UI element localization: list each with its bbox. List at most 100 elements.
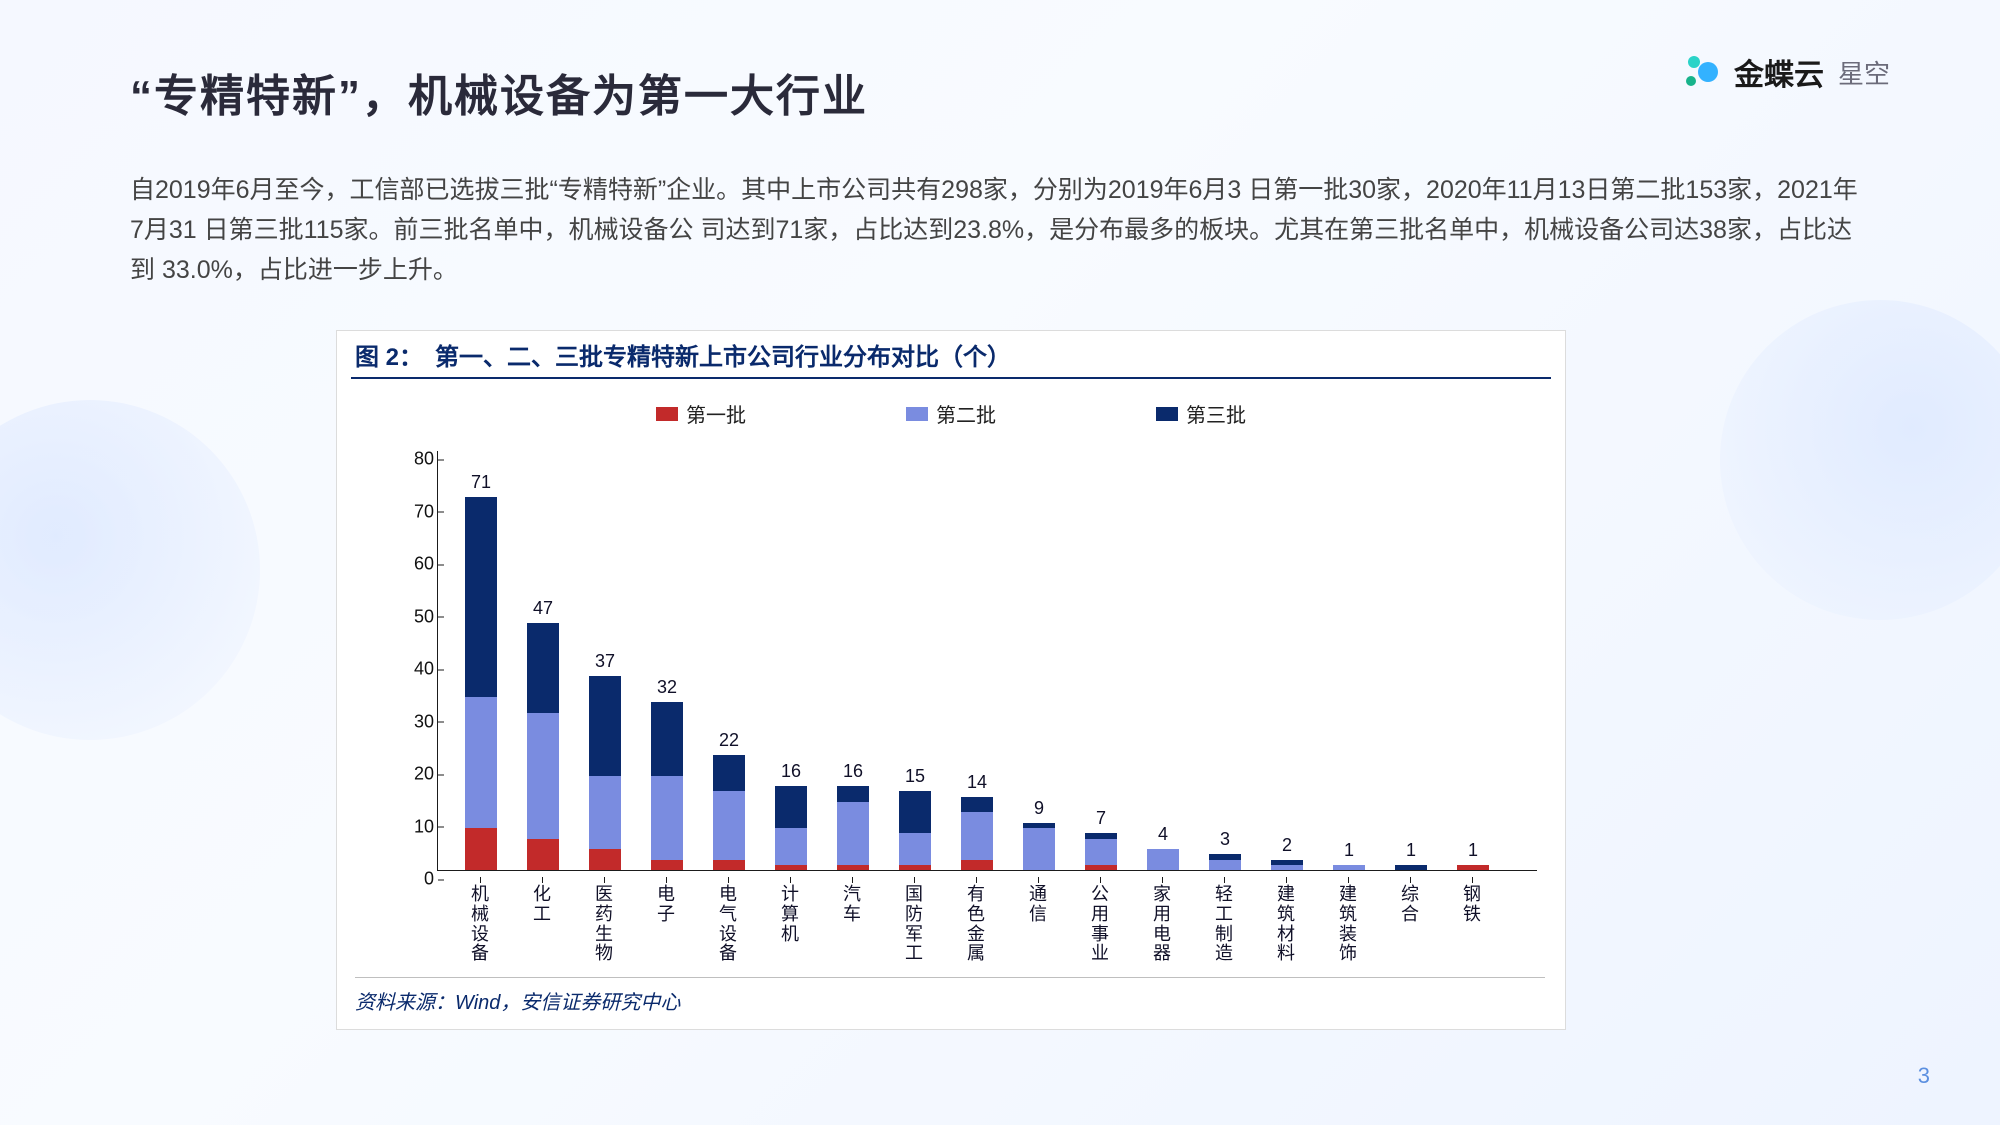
y-tick: 10 (394, 816, 434, 837)
legend-swatch (906, 407, 928, 421)
bar-segment (899, 833, 931, 865)
bar-segment (837, 786, 869, 802)
bar-column: 22 (698, 755, 760, 871)
bar-column: 47 (512, 623, 574, 870)
slide-title: “专精特新”，机械设备为第一大行业 (130, 60, 868, 124)
page-number: 3 (1918, 1063, 1930, 1089)
y-tick: 80 (394, 449, 434, 470)
bar-segment (589, 676, 621, 776)
chart-card: 图 2： 第一、二、三批专精特新上市公司行业分布对比（个） 第一批第二批第三批 … (336, 330, 1566, 1030)
legend-item: 第三批 (1156, 399, 1246, 428)
bar-stack (527, 623, 559, 870)
y-tick: 50 (394, 606, 434, 627)
logo-text-sub: 星空 (1838, 54, 1890, 91)
bar-segment (465, 697, 497, 828)
bar-segment (1271, 865, 1303, 870)
bar-total-label: 1 (1319, 840, 1379, 861)
bar-segment (899, 791, 931, 833)
chart-title: 图 2： 第一、二、三批专精特新上市公司行业分布对比（个） (337, 331, 1565, 377)
y-tick: 40 (394, 659, 434, 680)
y-tick: 0 (394, 869, 434, 890)
bar-segment (775, 865, 807, 870)
bar-column: 16 (822, 786, 884, 870)
bar-segment (651, 776, 683, 860)
chart-title-rule (351, 377, 1551, 379)
bar-segment (961, 797, 993, 813)
chart-legend: 第一批 第二批 第三批 (337, 383, 1565, 436)
chart-source: 资料来源：Wind，安信证券研究中心 (355, 977, 1545, 1015)
bar-stack (775, 786, 807, 870)
bar-column: 7 (1070, 833, 1132, 870)
bar-total-label: 32 (637, 677, 697, 698)
logo-dots-icon (1684, 52, 1724, 92)
bar-stack (713, 755, 745, 871)
bar-column: 9 (1008, 823, 1070, 870)
bar-segment (1209, 860, 1241, 871)
legend-label: 第二批 (936, 399, 996, 428)
bar-column: 16 (760, 786, 822, 870)
legend-item: 第二批 (906, 399, 996, 428)
bar-stack (1395, 865, 1427, 870)
bar-column: 71 (450, 497, 512, 870)
bar-stack (1023, 823, 1055, 870)
bar-segment (527, 713, 559, 839)
bar-segment (961, 860, 993, 871)
bar-segment (837, 865, 869, 870)
bar-column: 1 (1442, 865, 1504, 870)
bar-segment (465, 828, 497, 870)
bar-segment (1023, 828, 1055, 870)
legend-label: 第三批 (1186, 399, 1246, 428)
legend-label: 第一批 (686, 399, 746, 428)
bar-total-label: 37 (575, 651, 635, 672)
bar-column: 2 (1256, 860, 1318, 871)
y-tick: 60 (394, 554, 434, 575)
bar-segment (1085, 839, 1117, 865)
legend-item: 第一批 (656, 399, 746, 428)
bar-column: 37 (574, 676, 636, 870)
bar-segment (775, 786, 807, 828)
brand-logo: 金蝶云 星空 (1684, 50, 1890, 94)
bar-stack (1147, 849, 1179, 870)
logo-text-main: 金蝶云 (1734, 50, 1824, 94)
plot-area: 71473732221616151497432111 0102030405060… (437, 451, 1537, 871)
bar-total-label: 4 (1133, 824, 1193, 845)
bar-segment (465, 497, 497, 697)
bar-total-label: 2 (1257, 835, 1317, 856)
bar-stack (1209, 854, 1241, 870)
slide-body-text: 自2019年6月至今，工信部已选拔三批“专精特新”企业。其中上市公司共有298家… (130, 170, 1870, 290)
bar-column: 1 (1380, 865, 1442, 870)
bar-segment (1147, 849, 1179, 870)
bar-stack (961, 797, 993, 871)
legend-swatch (656, 407, 678, 421)
bar-total-label: 71 (451, 472, 511, 493)
bar-total-label: 22 (699, 730, 759, 751)
chart-plot: 71473732221616151497432111 0102030405060… (397, 451, 1557, 871)
bar-segment (589, 776, 621, 850)
bar-segment (651, 860, 683, 871)
bar-stack (837, 786, 869, 870)
bar-stack (1085, 833, 1117, 870)
bar-stack (1457, 865, 1489, 870)
bar-total-label: 47 (513, 598, 573, 619)
bar-column: 3 (1194, 854, 1256, 870)
bar-total-label: 14 (947, 772, 1007, 793)
bar-segment (527, 623, 559, 712)
bar-total-label: 3 (1195, 829, 1255, 850)
bar-column: 32 (636, 702, 698, 870)
bar-column: 14 (946, 797, 1008, 871)
bar-segment (1333, 865, 1365, 870)
bar-total-label: 7 (1071, 808, 1131, 829)
bar-column: 4 (1132, 849, 1194, 870)
bar-segment (589, 849, 621, 870)
bar-segment (775, 828, 807, 865)
bar-column: 15 (884, 791, 946, 870)
bar-segment (1457, 865, 1489, 870)
bar-segment (713, 860, 745, 871)
legend-swatch (1156, 407, 1178, 421)
bar-total-label: 16 (761, 761, 821, 782)
bar-total-label: 16 (823, 761, 883, 782)
bar-segment (961, 812, 993, 859)
bar-segment (527, 839, 559, 871)
bar-stack (651, 702, 683, 870)
bar-total-label: 1 (1443, 840, 1503, 861)
